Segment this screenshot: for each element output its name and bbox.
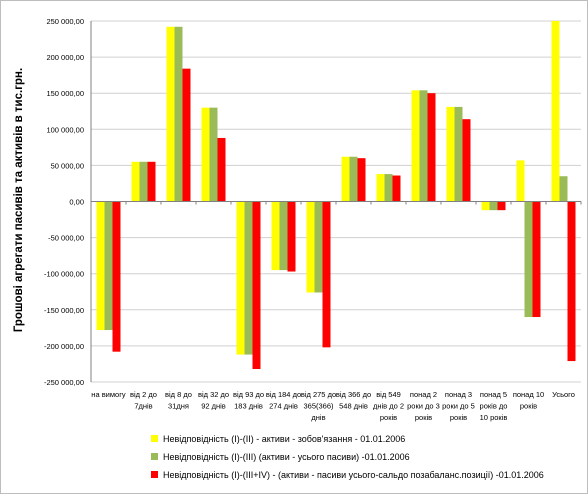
- y-tick-label: -50 000,00: [48, 234, 84, 243]
- bar: [271, 201, 280, 271]
- bar: [279, 201, 288, 271]
- x-tick-labels: на вимогу від 2 до 7днів від 8 до 31дня від 3…: [91, 390, 575, 422]
- y-tick-label: -250 000,00: [44, 378, 84, 387]
- x-tick-label: понад 10 років: [513, 390, 544, 411]
- bar: [147, 161, 156, 202]
- bar: [174, 26, 183, 202]
- bar: [244, 201, 253, 355]
- y-tick-label: -100 000,00: [44, 270, 84, 279]
- bar: [104, 201, 113, 331]
- x-tick-label: на вимогу: [91, 390, 126, 399]
- x-tick-label: від 184 до 274 днів: [266, 390, 301, 411]
- bar: [376, 174, 385, 202]
- bar: [112, 201, 121, 352]
- bar: [182, 68, 191, 202]
- bar: [481, 201, 490, 211]
- bar: [131, 161, 140, 202]
- legend-swatch: [151, 471, 158, 478]
- x-tick-label: понад 5 років до 10 років: [480, 390, 508, 422]
- bar: [96, 201, 105, 331]
- bar: [322, 201, 331, 348]
- bar: [567, 201, 576, 362]
- x-tick-label: від 366 до 548 днів: [336, 390, 371, 411]
- bar: [252, 201, 261, 370]
- bar: [341, 156, 350, 202]
- y-tick-label: 100 000,00: [46, 125, 84, 134]
- bar: [392, 175, 401, 202]
- bar: [166, 26, 175, 202]
- bar: [419, 90, 428, 202]
- y-tick-label: -150 000,00: [44, 306, 84, 315]
- bar: [349, 156, 358, 202]
- legend-label: Невідповідність (І)-(ІІ) - активи - зобо…: [163, 434, 405, 444]
- bar: [524, 201, 533, 318]
- x-tick-label: понад 2 роки до 3 років: [407, 390, 440, 422]
- x-tick-label: від 549 днів до 2 років: [373, 390, 404, 422]
- bar: [497, 201, 506, 211]
- y-tick-label: 150 000,00: [46, 89, 84, 98]
- x-tick-label: від 8 до 31дня: [165, 390, 192, 411]
- bar: [411, 90, 420, 202]
- bar: [306, 201, 315, 293]
- bar: [551, 21, 560, 202]
- axes: [90, 21, 582, 382]
- bar: [446, 106, 455, 202]
- bar: [454, 106, 463, 202]
- bar: [287, 201, 296, 272]
- y-tick-label: -200 000,00: [44, 342, 84, 351]
- bar: [384, 174, 393, 202]
- y-tick-label: 50 000,00: [51, 161, 84, 170]
- bar: [489, 201, 498, 211]
- x-tick-label: Усього: [552, 390, 575, 399]
- bar: [357, 158, 366, 202]
- legend-label: Невідповідність (І)-(ІІІ) (активи - усьо…: [163, 452, 410, 462]
- legend: Невідповідність (І)-(ІІ) - активи - зобо…: [151, 434, 544, 480]
- x-tick-label: від 93 до 183 днів: [233, 390, 264, 411]
- legend-swatch: [151, 435, 158, 442]
- y-tick-label: 200 000,00: [46, 53, 84, 62]
- bar: [217, 137, 226, 202]
- bar: [559, 176, 568, 202]
- bar: [516, 160, 525, 202]
- bar: [532, 201, 541, 318]
- x-tick-label: понад 3 роки до 5 років: [442, 390, 475, 422]
- legend-swatch: [151, 453, 158, 460]
- bars: [96, 21, 576, 370]
- bar: [462, 119, 471, 202]
- legend-label: Невідповідність (І)-(ІІІ+IV) - (активи -…: [163, 470, 544, 480]
- bar: [427, 93, 436, 202]
- bar: [314, 201, 323, 293]
- y-tick-labels: -250 000,00 -200 000,00 -150 000,00 -100 00…: [44, 17, 84, 387]
- y-tick-label: 250 000,00: [46, 17, 84, 26]
- bar: [139, 161, 148, 202]
- x-tick-label: від 2 до 7днів: [130, 390, 157, 411]
- y-axis-label: Грошові агрегати пасивів та активів в ти…: [13, 68, 25, 332]
- bar: [201, 107, 210, 202]
- x-tick-label: від 32 до 92 днів: [198, 390, 229, 411]
- y-tick-label: 0,00: [69, 198, 84, 207]
- bar: [236, 201, 245, 355]
- bar: [209, 107, 218, 202]
- x-tick-label: від 275 до 365(366) днів: [301, 390, 336, 422]
